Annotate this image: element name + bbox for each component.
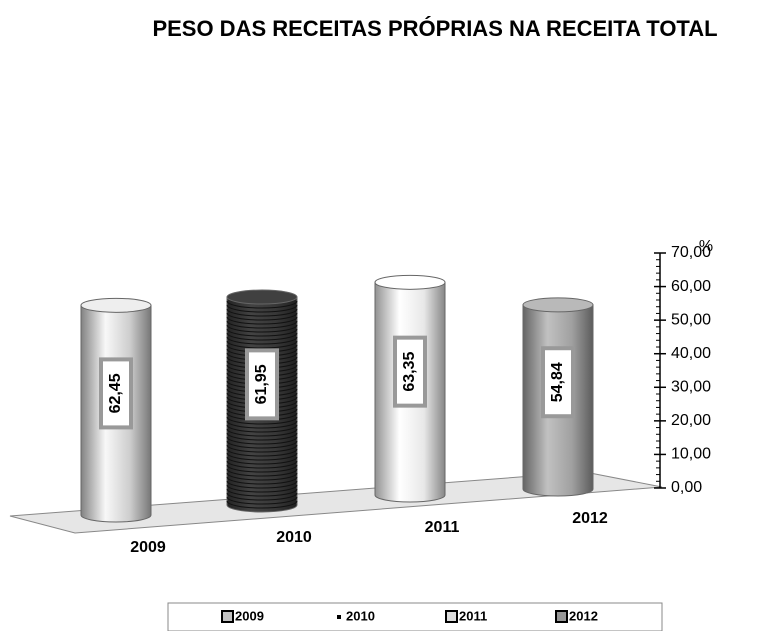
- value-label-box: [99, 357, 133, 430]
- legend-label: 2011: [459, 608, 487, 623]
- value-label: 63,35: [401, 352, 418, 392]
- bar-stripe: [226, 464, 298, 473]
- bar-stripe: [226, 436, 298, 445]
- y-tick-label: 60,00: [671, 278, 711, 295]
- value-label-box: [393, 335, 427, 408]
- value-label: 62,45: [107, 373, 124, 413]
- bar-stripe: [226, 424, 298, 433]
- bar-stripe: [226, 336, 298, 345]
- bar-top: [226, 289, 298, 305]
- y-tick-label: 40,00: [671, 345, 711, 362]
- x-tick-label: 2010: [276, 529, 312, 546]
- legend-label: 2009: [235, 608, 264, 623]
- bar-stripe: [226, 316, 298, 325]
- legend-label: 2010: [346, 608, 375, 623]
- legend-swatch: [337, 615, 341, 619]
- bar-top: [374, 274, 446, 290]
- x-tick-label: 2012: [572, 510, 608, 527]
- bar-stripe: [226, 452, 298, 461]
- bar-stripe: [226, 500, 298, 509]
- bar-stripe: [226, 340, 298, 349]
- x-tick-label: 2011: [425, 519, 460, 536]
- bar-stripe: [226, 328, 298, 337]
- bar-stripe: [226, 488, 298, 497]
- bar-top: [522, 297, 594, 313]
- bar-stripe: [226, 312, 298, 321]
- legend-swatch: [221, 610, 234, 623]
- value-label-box: [541, 346, 575, 419]
- bar-stripe: [226, 496, 298, 505]
- y-tick-label: 30,00: [671, 379, 711, 396]
- x-tick-label: 2009: [130, 539, 166, 556]
- bar-stripe: [226, 492, 298, 501]
- bar-top: [80, 297, 152, 313]
- y-tick-label: 0,00: [671, 479, 702, 496]
- bar-stripe: [226, 420, 298, 429]
- value-label: 61,95: [253, 364, 270, 404]
- y-tick-label: 50,00: [671, 311, 711, 328]
- bar-stripe: [226, 476, 298, 485]
- value-label-box: [245, 348, 279, 421]
- bar-stripe: [226, 460, 298, 469]
- bar-stripe: [226, 480, 298, 489]
- bar-stripe: [226, 432, 298, 441]
- legend: [167, 602, 663, 631]
- y-axis-label: %: [699, 238, 713, 255]
- y-tick-label: 20,00: [671, 412, 711, 429]
- bar-stripe: [226, 324, 298, 333]
- y-tick-label: 70,00: [671, 244, 711, 261]
- y-tick-label: 10,00: [671, 446, 711, 463]
- bar-stripe: [226, 456, 298, 465]
- bar-stripe: [226, 308, 298, 317]
- value-label: 54,84: [549, 362, 566, 402]
- bar-stripe: [226, 444, 298, 453]
- legend-swatch: [445, 610, 458, 623]
- bar-stripe: [226, 440, 298, 449]
- bar-stripe: [226, 468, 298, 477]
- legend-label: 2012: [569, 608, 598, 623]
- chart-title: PESO DAS RECEITAS PRÓPRIAS NA RECEITA TO…: [152, 16, 717, 41]
- bar-stripe: [226, 304, 298, 313]
- bar-stripe: [226, 416, 298, 425]
- legend-swatch: [555, 610, 568, 623]
- bar-stripe: [226, 472, 298, 481]
- bar-stripe: [226, 448, 298, 457]
- bar-stripe: [226, 484, 298, 493]
- bar-stripe: [226, 428, 298, 437]
- bar-stripe: [226, 300, 298, 309]
- bar-stripe: [226, 332, 298, 341]
- bar-stripe: [226, 320, 298, 329]
